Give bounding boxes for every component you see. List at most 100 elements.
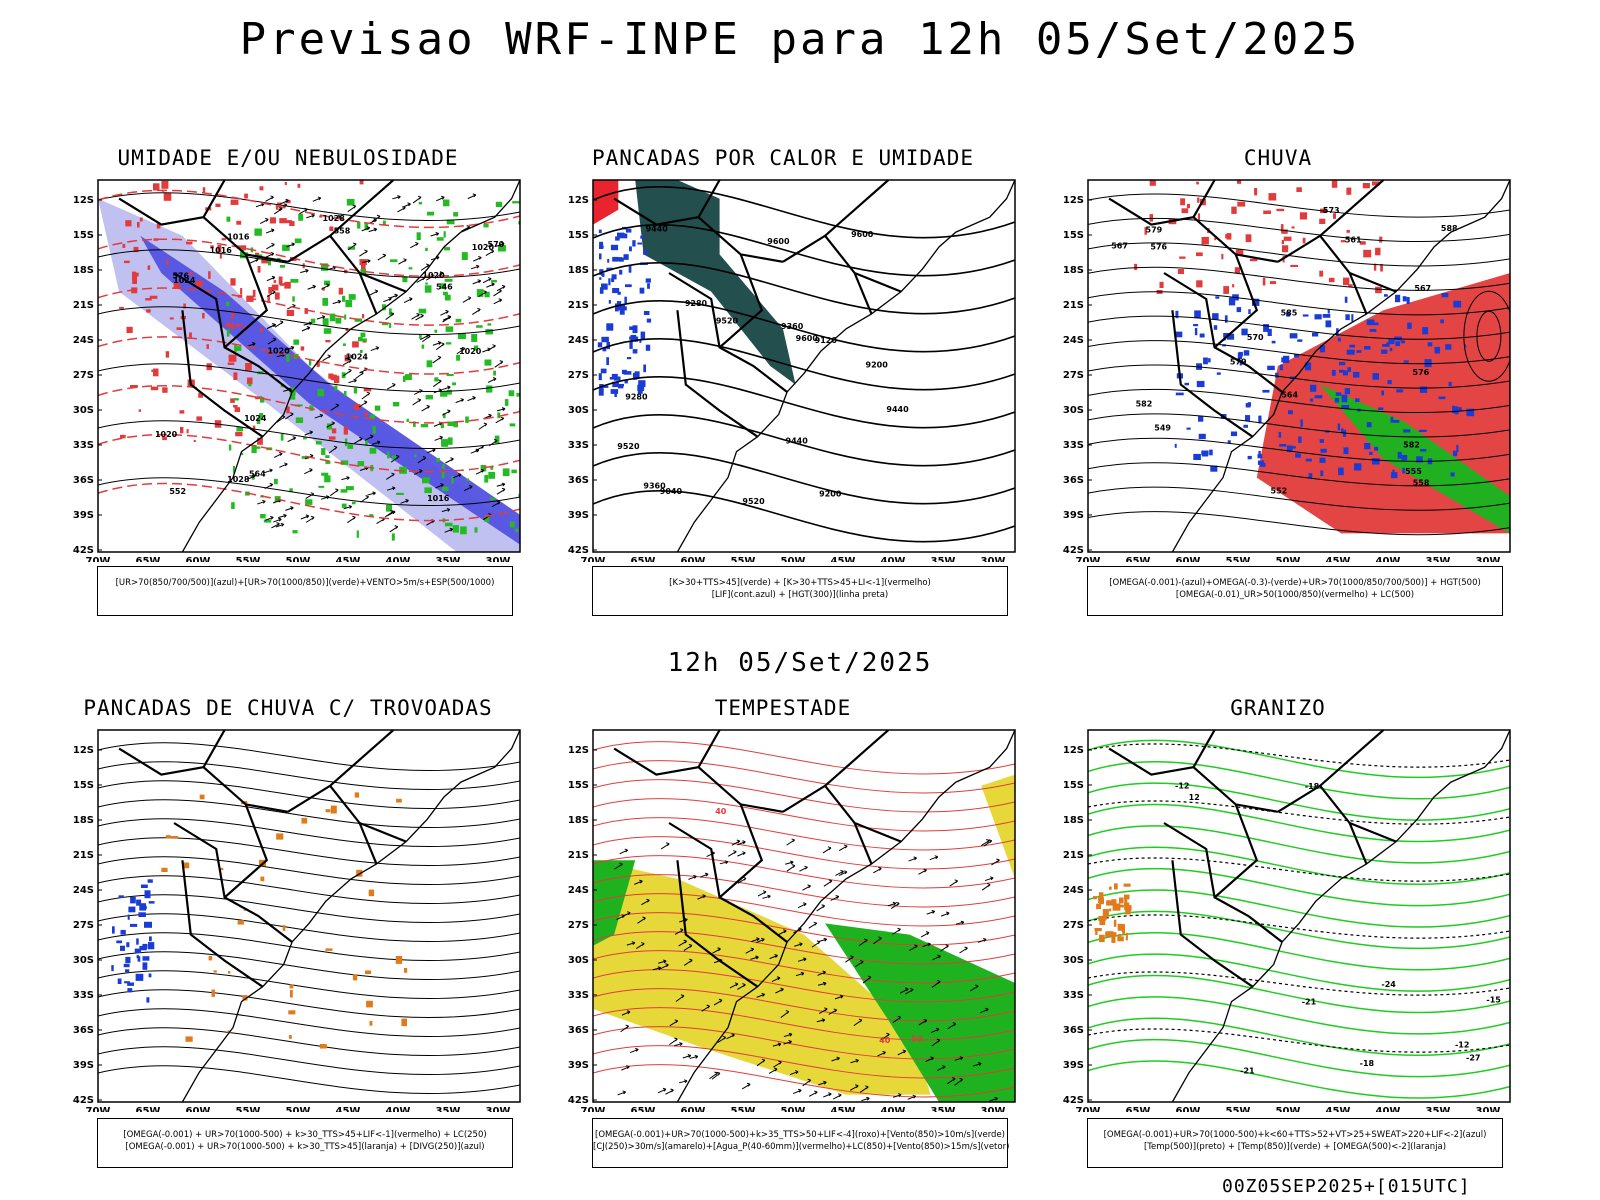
low-humidity-green-mark xyxy=(446,389,452,395)
low-humidity-green-mark xyxy=(360,269,367,276)
country-border xyxy=(223,254,269,349)
low-humidity-green-mark xyxy=(251,445,257,454)
wind-vector xyxy=(674,1043,683,1047)
contour-line xyxy=(593,817,1015,851)
contour-line xyxy=(98,970,520,1000)
lon-tick-label: 50W xyxy=(1276,556,1301,562)
low-humidity-green-mark xyxy=(369,414,375,419)
wind-vector xyxy=(937,954,941,959)
precip-blue-mark xyxy=(1356,350,1362,353)
low-humidity-green-mark xyxy=(318,485,325,488)
lon-tick-label: 70W xyxy=(1076,1106,1101,1112)
low-humidity-green-mark xyxy=(402,276,408,283)
wind-vector xyxy=(394,293,398,298)
contour-line xyxy=(1088,743,1510,768)
lifted-index-blue-mark xyxy=(599,277,602,280)
wind-vector xyxy=(470,449,480,454)
wind-vector xyxy=(954,1057,963,1061)
contour-value-label: -21 xyxy=(1240,1067,1255,1076)
contour-line xyxy=(1088,462,1510,487)
contour-line xyxy=(593,950,1015,984)
storm-orange-mark xyxy=(404,968,408,973)
wind-vector xyxy=(467,397,476,402)
omega-orange-mark xyxy=(1122,929,1125,935)
precip-blue-mark xyxy=(1194,328,1198,336)
lifted-index-blue-mark xyxy=(640,331,646,340)
thickness-red-mark xyxy=(230,278,236,286)
lat-tick-label: 27S xyxy=(568,920,589,931)
country-border xyxy=(223,804,269,899)
contour-value-label: 1024 xyxy=(244,414,267,423)
thickness-red-mark xyxy=(364,412,368,416)
wind-vector xyxy=(304,431,313,436)
wind-vector xyxy=(736,839,741,844)
wind-vector xyxy=(278,517,282,522)
wind-850-green-area xyxy=(825,923,1015,1102)
coastline xyxy=(676,180,1015,552)
wind-vector xyxy=(823,1093,832,1098)
run-timestamp: 00Z05SEP2025+[015UTC] xyxy=(1222,1176,1471,1197)
lat-tick-label: 18S xyxy=(568,265,589,276)
thickness-red-mark xyxy=(247,377,253,385)
precip-blue-mark xyxy=(1466,408,1475,417)
lon-tick-label: 30W xyxy=(1476,1106,1501,1112)
wind-vector xyxy=(363,400,368,405)
wind-vector xyxy=(783,1033,793,1038)
thickness-red-mark xyxy=(277,202,282,206)
precip-blue-mark xyxy=(1278,432,1282,438)
contour-value-label: 9360 xyxy=(643,481,666,490)
wind-vector xyxy=(778,1060,782,1065)
wind-vector xyxy=(348,379,357,384)
wind-vector xyxy=(836,1056,840,1061)
thickness-red-mark xyxy=(235,431,243,437)
wind-vector xyxy=(931,909,936,914)
wind-vector xyxy=(447,409,451,414)
precip-blue-mark xyxy=(1445,344,1452,350)
precip-blue-mark xyxy=(1243,350,1250,356)
lat-tick-label: 33S xyxy=(568,440,589,451)
thickness-red-mark xyxy=(166,259,169,265)
wind-vector xyxy=(662,1087,667,1092)
contour-value-label: 567 xyxy=(1414,284,1431,293)
wind-vector xyxy=(501,487,506,492)
lat-tick-label: 12S xyxy=(73,745,94,756)
wind-vector xyxy=(403,258,407,263)
wind-vector xyxy=(312,197,321,202)
thickness-red-mark xyxy=(345,328,348,331)
precip-red-mark xyxy=(1343,277,1350,286)
precip-red-mark xyxy=(1263,210,1271,214)
wind-vector xyxy=(800,971,805,976)
low-humidity-green-mark xyxy=(474,345,479,351)
contour-line xyxy=(1088,1017,1510,1057)
omega-orange-mark xyxy=(1106,900,1111,905)
precip-blue-mark xyxy=(1337,337,1341,342)
precip-blue-mark xyxy=(1267,328,1272,336)
precip-blue-mark xyxy=(1247,455,1252,460)
contour-line xyxy=(98,433,520,473)
lon-tick-label: 40W xyxy=(881,1106,906,1112)
thickness-red-mark xyxy=(169,317,174,320)
lifted-index-blue-mark xyxy=(618,383,624,387)
low-humidity-green-mark xyxy=(234,346,242,351)
contour-value-label: 1016 xyxy=(227,232,250,241)
wind-vector xyxy=(314,414,323,419)
wind-vector xyxy=(352,204,357,209)
low-humidity-green-mark xyxy=(372,425,376,434)
thickness-red-mark xyxy=(132,276,137,284)
wind-vector xyxy=(427,334,431,339)
lon-tick-label: 40W xyxy=(1376,556,1401,562)
contour-value-label: 582 xyxy=(1403,440,1420,449)
lifted-index-blue-mark xyxy=(619,269,623,275)
precip-blue-mark xyxy=(1392,469,1395,475)
wind-vector xyxy=(367,259,371,263)
precip-blue-mark xyxy=(1388,339,1395,345)
precip-red-mark xyxy=(1186,203,1190,209)
precip-red-mark xyxy=(1302,237,1306,244)
wind-vector xyxy=(391,486,396,491)
wind-vector xyxy=(427,449,436,454)
lat-tick-label: 12S xyxy=(568,195,589,206)
wind-vector xyxy=(844,844,848,849)
lon-tick-label: 50W xyxy=(286,556,311,562)
country-border xyxy=(181,310,264,438)
wind-vector xyxy=(794,1070,799,1074)
